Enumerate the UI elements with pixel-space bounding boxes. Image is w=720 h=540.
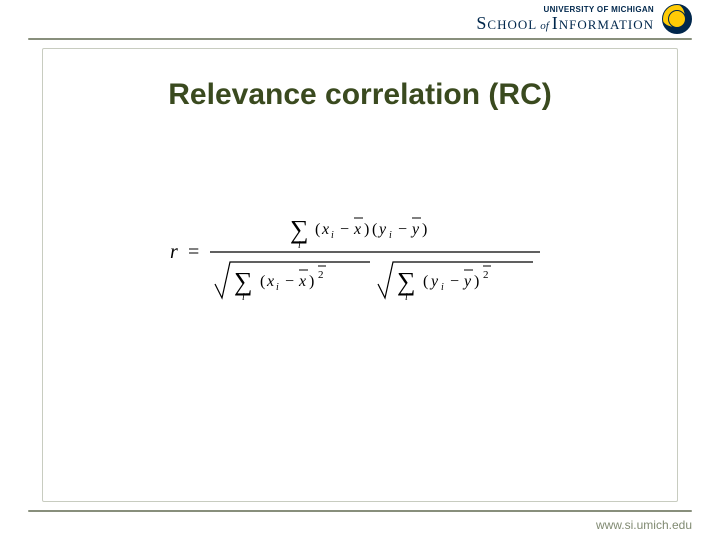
svg-text:−: −: [340, 221, 349, 238]
svg-text:(: (: [315, 221, 320, 238]
information-word: Information: [552, 14, 654, 32]
svg-text:(: (: [423, 273, 428, 290]
svg-text:i: i: [276, 282, 279, 293]
svg-text:i: i: [298, 240, 301, 251]
bottom-divider: [28, 510, 692, 512]
svg-text:): ): [364, 221, 369, 238]
svg-text:i: i: [331, 230, 334, 241]
formula-numerator: ∑ i ( x i − x ) ( y i − y ): [290, 215, 427, 251]
svg-text:i: i: [242, 292, 245, 303]
header-text-block: UNIVERSITY OF MICHIGAN School of Informa…: [476, 6, 654, 32]
svg-text:2: 2: [318, 269, 324, 281]
footer-url: www.si.umich.edu: [596, 518, 692, 532]
pearson-correlation-formula: r = ∑ i ( x i − x ) ( y i − y ): [170, 200, 550, 310]
svg-text:i: i: [389, 230, 392, 241]
svg-text:): ): [309, 273, 314, 290]
top-divider: [28, 38, 692, 40]
svg-text:−: −: [450, 273, 459, 290]
school-word: School: [476, 14, 537, 32]
university-seal-icon: [662, 4, 692, 34]
svg-text:x: x: [298, 273, 306, 290]
svg-text:(: (: [260, 273, 265, 290]
svg-text:x: x: [266, 273, 274, 290]
svg-text:): ): [422, 221, 427, 238]
svg-text:2: 2: [483, 269, 489, 281]
header-bar: UNIVERSITY OF MICHIGAN School of Informa…: [0, 0, 720, 38]
svg-text:x: x: [353, 221, 361, 238]
svg-text:−: −: [285, 273, 294, 290]
svg-text:i: i: [405, 292, 408, 303]
formula-lhs: r: [170, 241, 178, 263]
svg-text:y: y: [429, 273, 439, 290]
formula-denominator: ∑ i ( x i − x ) 2 ∑ i ( y i − y ) 2: [215, 262, 533, 303]
school-of-information: School of Information: [476, 14, 654, 32]
slide-title: Relevance correlation (RC): [0, 78, 720, 112]
svg-text:(: (: [372, 221, 377, 238]
formula-container: r = ∑ i ( x i − x ) ( y i − y ): [0, 200, 720, 310]
svg-text:−: −: [398, 221, 407, 238]
svg-text:i: i: [441, 282, 444, 293]
svg-text:): ): [474, 273, 479, 290]
svg-text:y: y: [410, 221, 420, 238]
svg-text:y: y: [462, 273, 472, 290]
formula-equals: =: [188, 241, 199, 263]
svg-text:y: y: [377, 221, 387, 238]
of-word: of: [540, 21, 549, 32]
svg-text:x: x: [321, 221, 329, 238]
